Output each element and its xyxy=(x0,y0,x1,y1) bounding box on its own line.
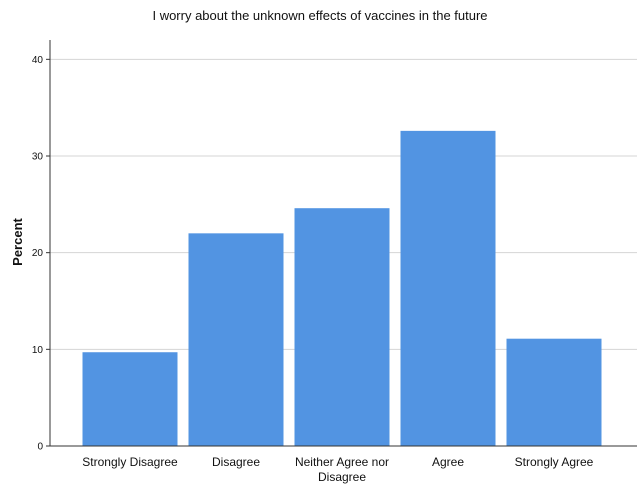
y-tick-label-30: 30 xyxy=(32,152,44,163)
bar-1 xyxy=(188,233,284,446)
bars xyxy=(82,130,602,446)
x-tick-label-2-line-0: Neither Agree nor xyxy=(295,455,389,469)
y-tick-labels: 0 10 20 30 40 xyxy=(32,55,44,453)
x-tick-label-1: Disagree xyxy=(212,455,260,469)
bar-3 xyxy=(400,130,496,446)
axes xyxy=(46,40,637,447)
x-tick-label-2-line-1: Disagree xyxy=(318,470,366,484)
bar-4 xyxy=(506,338,602,446)
bar-2 xyxy=(294,208,390,446)
chart-title: I worry about the unknown effects of vac… xyxy=(152,8,487,23)
y-tick-label-20: 20 xyxy=(32,248,44,259)
bar-0 xyxy=(82,352,178,446)
x-tick-labels: Strongly Disagree Disagree Neither Agree n… xyxy=(82,455,593,484)
x-tick-label-3: Agree xyxy=(432,455,464,469)
y-tick-label-10: 10 xyxy=(32,345,44,356)
x-tick-label-0: Strongly Disagree xyxy=(82,455,178,469)
y-tick-label-40: 40 xyxy=(32,55,44,66)
y-axis-label: Percent xyxy=(10,217,25,265)
y-tick-label-0: 0 xyxy=(37,442,43,453)
x-tick-label-4: Strongly Agree xyxy=(515,455,594,469)
